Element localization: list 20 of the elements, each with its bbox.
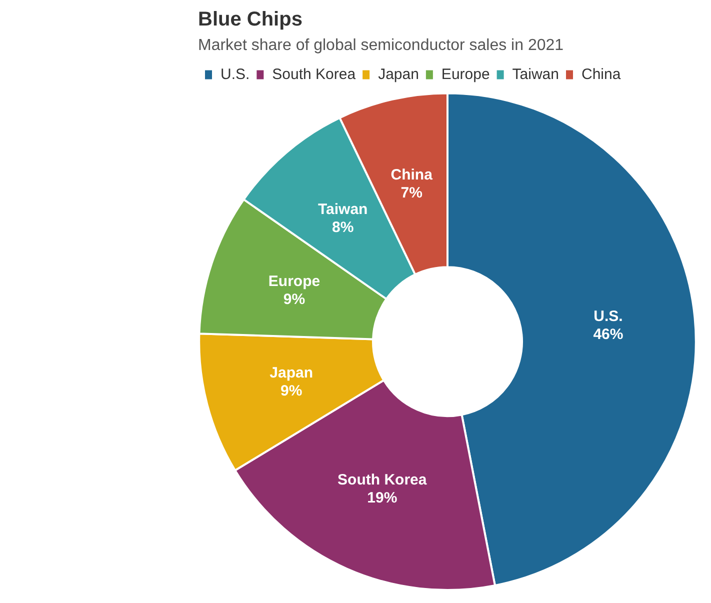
data-label: 7% xyxy=(400,184,422,202)
chart-subtitle: Market share of global semiconductor sales in 2021 xyxy=(198,37,564,54)
legend-label: Europe xyxy=(441,66,490,83)
slice-label: China xyxy=(390,166,434,184)
data-label: 9% xyxy=(283,290,306,308)
legend-label: Japan xyxy=(378,66,419,83)
slice-label: U.S. xyxy=(594,308,623,326)
data-label: 8% xyxy=(332,218,354,236)
slice-label: Taiwan xyxy=(318,200,368,218)
slice-label: Europe xyxy=(268,272,320,290)
legend-label: South Korea xyxy=(272,66,356,83)
data-label: 46% xyxy=(593,326,624,344)
chart-title: Blue Chips xyxy=(198,8,302,31)
legend-label: China xyxy=(581,66,622,83)
data-label: 9% xyxy=(280,382,302,400)
slice-label: South Korea xyxy=(338,471,428,488)
legend-label: U.S. xyxy=(220,66,250,83)
data-label: 19% xyxy=(367,489,398,506)
slice-label: Japan xyxy=(270,364,313,382)
legend-label: Taiwan xyxy=(512,66,560,83)
